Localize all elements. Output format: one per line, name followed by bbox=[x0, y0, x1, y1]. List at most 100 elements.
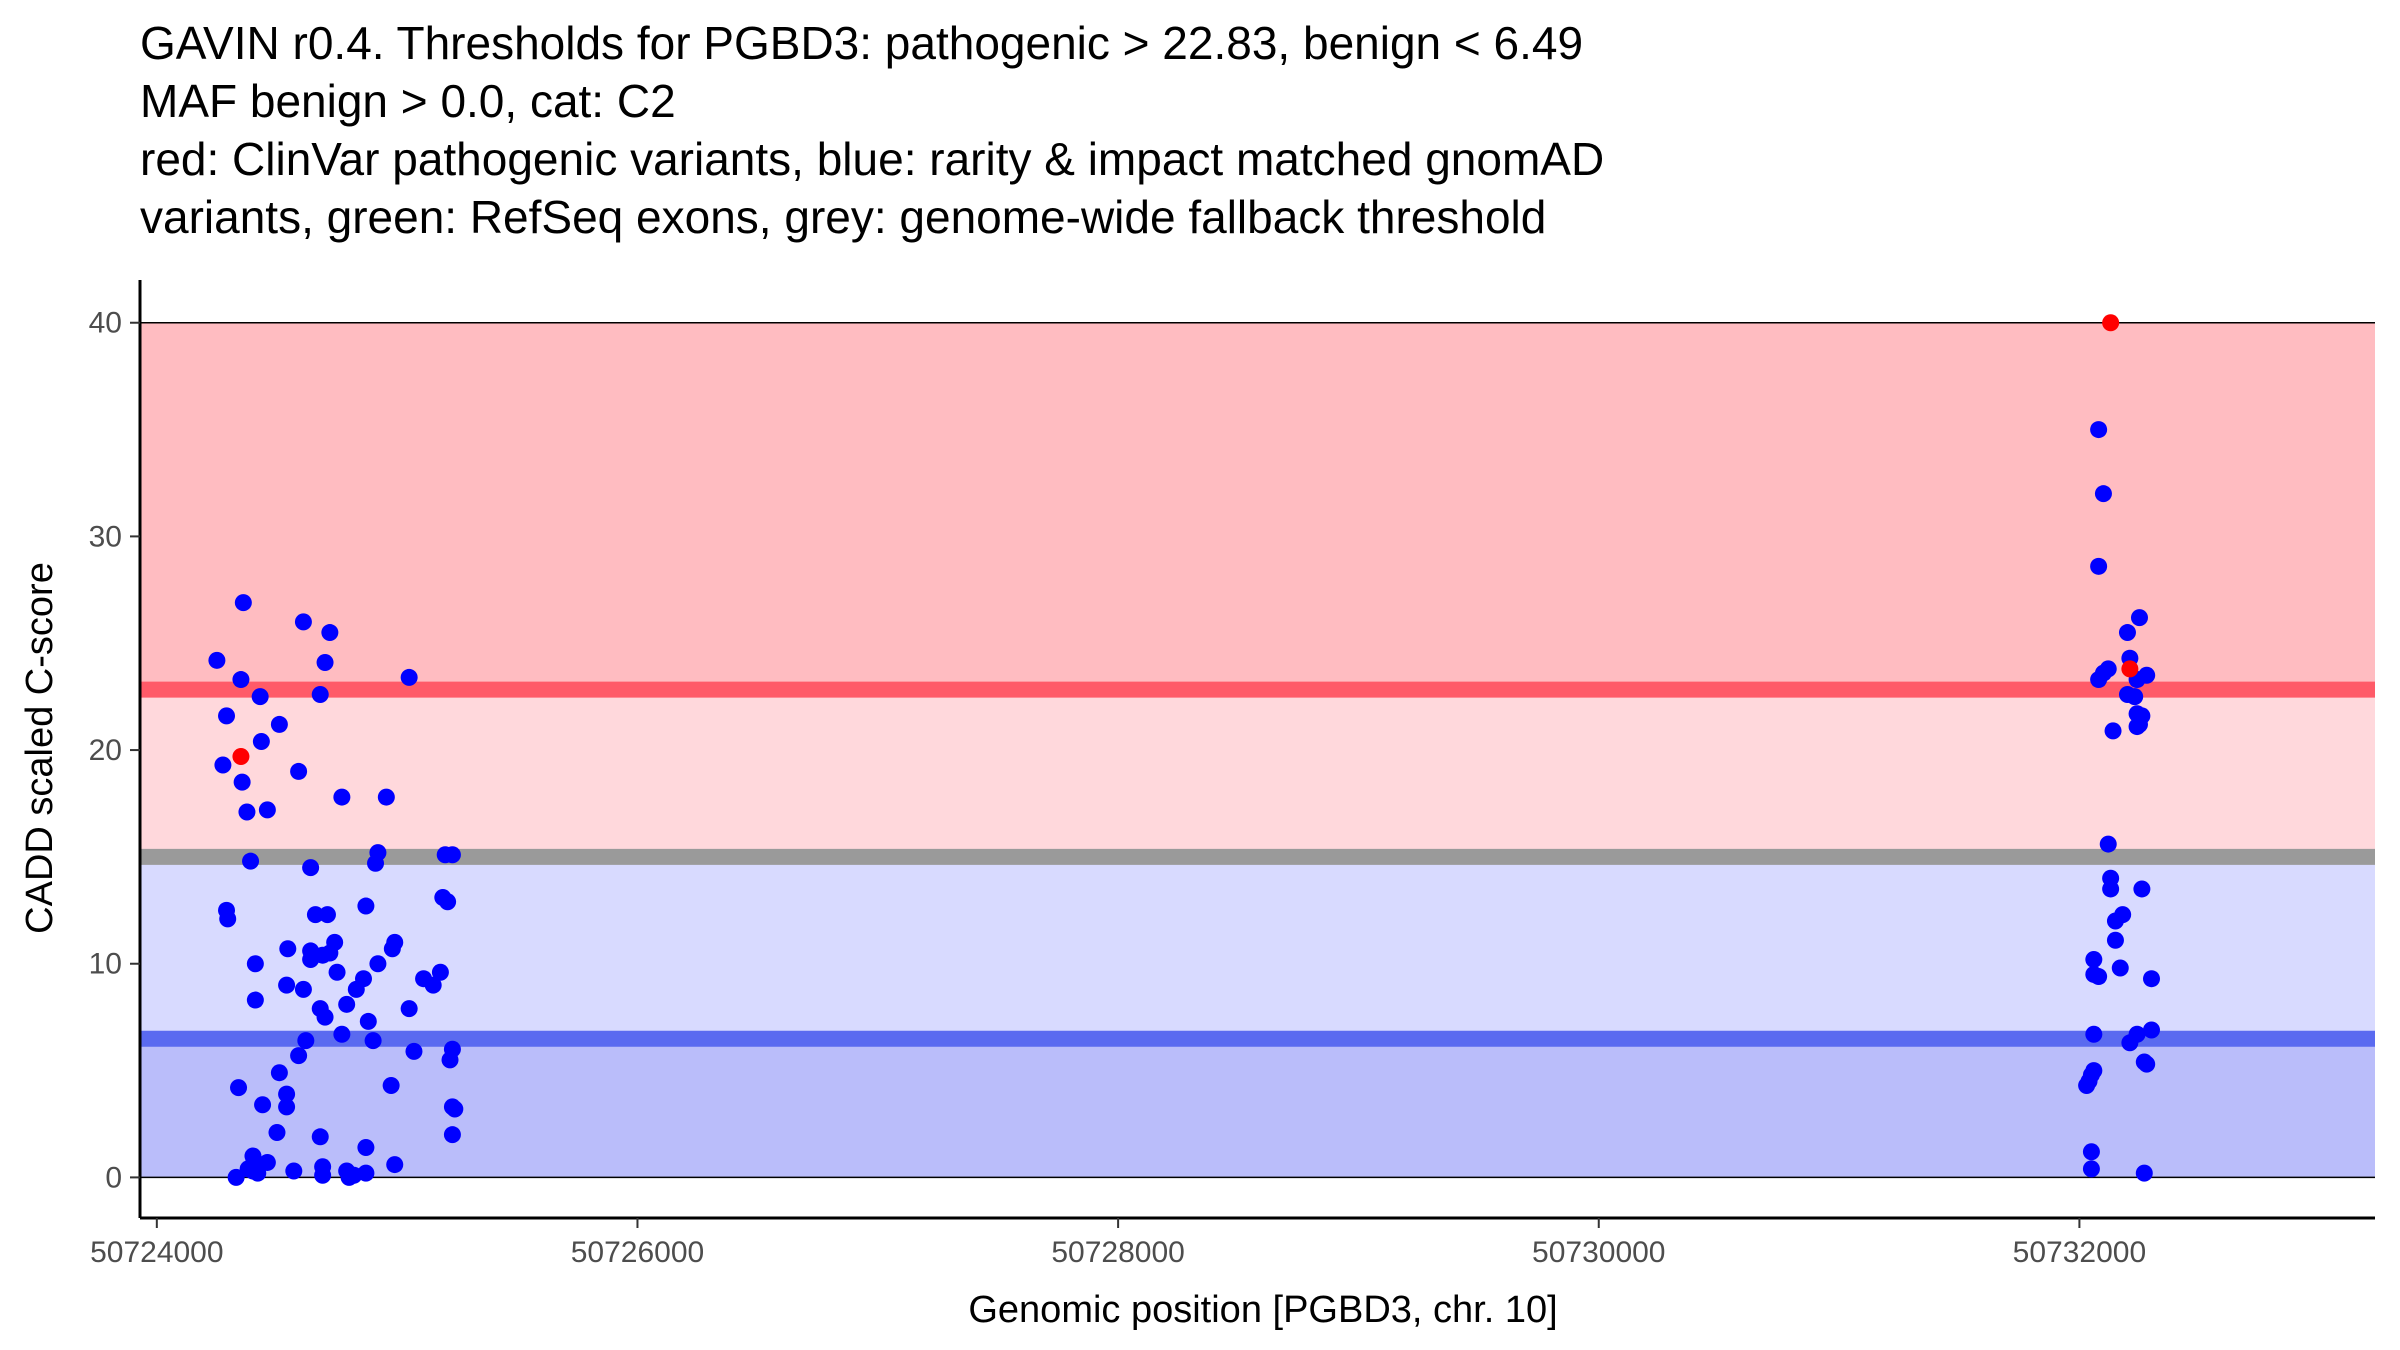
benign-upper-zone bbox=[140, 856, 2375, 1039]
data-point bbox=[355, 970, 372, 988]
data-point bbox=[431, 963, 449, 981]
data-point bbox=[2121, 660, 2139, 678]
y-axis-title: CADD scaled C-score bbox=[19, 562, 61, 934]
data-point bbox=[446, 1100, 464, 1118]
data-point bbox=[314, 1166, 332, 1184]
chart-title: GAVIN r0.4. Thresholds for PGBD3: pathog… bbox=[140, 14, 2360, 246]
data-point bbox=[443, 1126, 461, 1144]
data-point bbox=[2104, 722, 2122, 740]
data-point bbox=[357, 1138, 375, 1156]
data-point bbox=[278, 1085, 296, 1103]
data-point bbox=[386, 1156, 404, 1174]
benign-zone bbox=[140, 1038, 2375, 1178]
data-point bbox=[2090, 557, 2108, 575]
data-point bbox=[2138, 1055, 2156, 1073]
data-point bbox=[214, 756, 232, 774]
y-tick-label: 20 bbox=[89, 734, 122, 767]
data-point bbox=[364, 1032, 382, 1050]
y-tick-label: 40 bbox=[89, 307, 122, 340]
data-point bbox=[311, 1128, 329, 1146]
data-point bbox=[359, 1012, 377, 1030]
data-point bbox=[383, 940, 401, 958]
data-point bbox=[2106, 931, 2124, 949]
data-point bbox=[227, 1168, 245, 1186]
data-point bbox=[2143, 970, 2160, 988]
data-point bbox=[2111, 959, 2129, 977]
data-point bbox=[340, 1168, 358, 1186]
data-point bbox=[439, 893, 457, 911]
data-point bbox=[270, 1064, 288, 1082]
data-point bbox=[357, 897, 375, 915]
data-point bbox=[333, 788, 351, 806]
data-point bbox=[318, 906, 336, 924]
data-point bbox=[233, 773, 251, 791]
data-point bbox=[333, 1025, 351, 1043]
data-point bbox=[2090, 968, 2108, 986]
data-point bbox=[254, 1096, 272, 1114]
data-point bbox=[2118, 624, 2136, 642]
data-point bbox=[2102, 314, 2120, 332]
data-point bbox=[297, 1032, 315, 1050]
x-tick-label: 50728000 bbox=[1051, 1236, 1184, 1269]
data-point bbox=[278, 1098, 296, 1116]
y-tick-label: 10 bbox=[89, 948, 122, 981]
data-point bbox=[270, 715, 288, 733]
data-point bbox=[2094, 664, 2112, 682]
data-point bbox=[405, 1042, 423, 1060]
x-tick-label: 50726000 bbox=[571, 1236, 704, 1269]
data-point bbox=[294, 613, 312, 631]
data-point bbox=[238, 803, 256, 821]
data-point bbox=[2078, 1077, 2096, 1095]
data-point bbox=[321, 624, 339, 642]
data-point bbox=[424, 976, 442, 994]
data-point bbox=[2133, 880, 2151, 898]
data-point bbox=[232, 747, 250, 765]
data-point bbox=[316, 653, 334, 671]
data-point bbox=[232, 671, 250, 689]
axes-layer: 0 10 20 30 40 50724000 50726000 50728000 5073000… bbox=[89, 280, 2375, 1269]
threshold-lines-layer bbox=[140, 321, 2375, 1179]
data-point bbox=[230, 1079, 248, 1097]
points-layer bbox=[208, 314, 2160, 1186]
data-point bbox=[290, 762, 308, 780]
data-point bbox=[338, 995, 356, 1013]
data-point bbox=[382, 1077, 400, 1095]
bands-layer bbox=[140, 322, 2375, 1178]
data-point bbox=[252, 733, 270, 751]
data-point bbox=[2138, 666, 2156, 684]
data-point bbox=[400, 1000, 418, 1018]
data-point bbox=[326, 933, 344, 951]
data-point bbox=[302, 859, 320, 877]
data-point bbox=[2128, 718, 2146, 736]
title-line-2: MAF benign > 0.0, cat: C2 bbox=[140, 75, 676, 127]
data-point bbox=[311, 686, 329, 704]
data-point bbox=[316, 1008, 334, 1026]
data-point bbox=[285, 1162, 303, 1180]
data-point bbox=[246, 955, 264, 973]
data-point bbox=[328, 963, 346, 981]
data-point bbox=[251, 688, 269, 706]
data-point bbox=[2085, 1025, 2103, 1043]
title-line-1: GAVIN r0.4. Thresholds for PGBD3: pathog… bbox=[140, 17, 1584, 69]
pathogenic-zone bbox=[140, 322, 2375, 690]
data-point bbox=[2126, 688, 2144, 706]
y-tick-label: 0 bbox=[105, 1161, 122, 1194]
data-point bbox=[234, 594, 252, 612]
data-point bbox=[369, 955, 387, 973]
data-point bbox=[2082, 1160, 2100, 1178]
data-point bbox=[2099, 835, 2117, 853]
data-point bbox=[219, 910, 237, 928]
data-point bbox=[2130, 609, 2148, 627]
data-point bbox=[239, 1160, 257, 1178]
data-point bbox=[2085, 950, 2103, 968]
data-point bbox=[258, 801, 276, 819]
data-point bbox=[2143, 1021, 2160, 1039]
x-tick-label: 50724000 bbox=[90, 1236, 223, 1269]
data-point bbox=[290, 1047, 308, 1065]
data-point bbox=[2090, 421, 2108, 439]
data-point bbox=[2102, 880, 2120, 898]
data-point bbox=[367, 854, 385, 872]
data-point bbox=[279, 940, 297, 958]
x-tick-label: 50730000 bbox=[1532, 1236, 1665, 1269]
